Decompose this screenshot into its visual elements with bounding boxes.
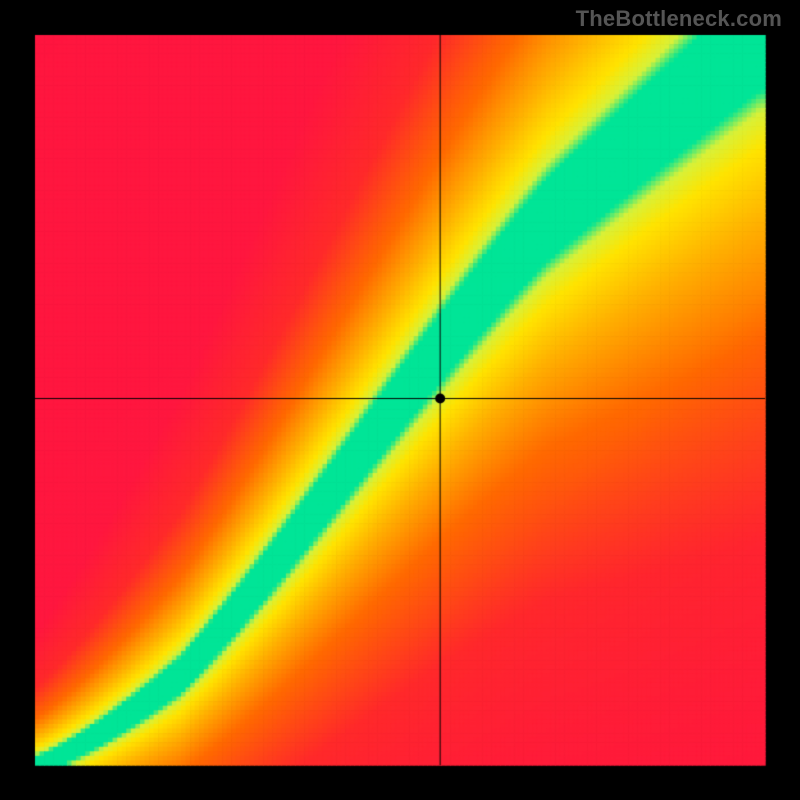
watermark-text: TheBottleneck.com [576, 6, 782, 32]
bottleneck-heatmap [0, 0, 800, 800]
